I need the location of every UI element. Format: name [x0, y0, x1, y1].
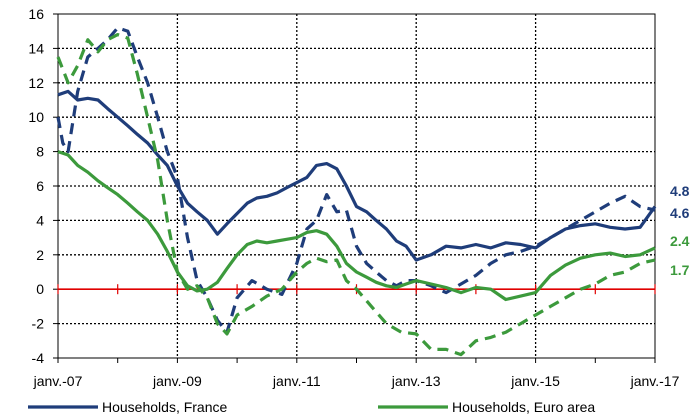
series-line-4	[56, 32, 656, 357]
y-tick-label: -2	[32, 316, 45, 332]
y-tick-label: 8	[36, 144, 44, 160]
end-value-labels: 4.8 4.6 2.4 1.7	[670, 183, 690, 278]
series-lines	[56, 26, 657, 357]
legend: Households, France Households, Euro area	[28, 399, 595, 414]
end-value-label: 1.7	[670, 262, 690, 278]
y-axis-tick-labels: -4 -2 0 2 4 6 8 10 12 14 16	[28, 6, 44, 366]
x-axis-tick-labels: janv.-07 janv.-09 janv.-11 janv.-13 janv.-15…	[33, 373, 680, 389]
axes	[53, 13, 656, 363]
y-tick-label: 2	[36, 247, 44, 263]
x-tick-label: janv.-13	[391, 373, 441, 389]
x-tick-label: janv.-11	[272, 373, 321, 389]
series-line-2	[56, 26, 656, 334]
gridlines	[58, 14, 655, 358]
y-tick-label: 0	[36, 281, 44, 297]
x-tick-label: janv.-07	[33, 373, 83, 389]
x-tick-label: janv.-15	[510, 373, 560, 389]
x-tick-label: janv.-09	[152, 373, 202, 389]
y-tick-label: 12	[28, 75, 44, 91]
y-tick-label: 10	[28, 109, 44, 125]
x-tick-label: janv.-17	[630, 373, 680, 389]
series-line-1	[57, 89, 657, 262]
end-value-label: 4.8	[670, 183, 690, 199]
end-value-label: 2.4	[670, 233, 690, 249]
end-value-label: 4.6	[670, 205, 690, 221]
y-tick-label: -4	[32, 350, 45, 366]
series-line-3	[57, 150, 656, 302]
y-tick-label: 14	[28, 40, 44, 56]
y-tick-label: 4	[36, 212, 44, 228]
legend-label: Households, Euro area	[452, 399, 595, 414]
y-tick-label: 6	[36, 178, 44, 194]
legend-label: Households, France	[102, 399, 228, 414]
y-tick-label: 16	[28, 6, 44, 22]
